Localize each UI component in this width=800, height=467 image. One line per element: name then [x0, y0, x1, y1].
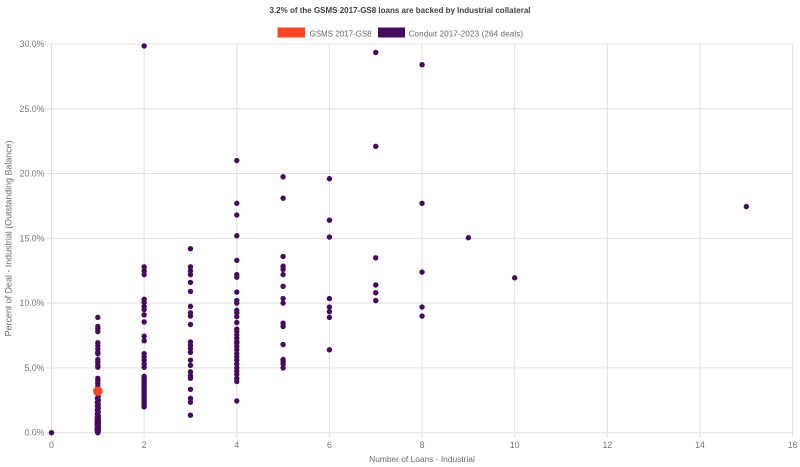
- svg-text:25.0%: 25.0%: [20, 104, 45, 114]
- svg-text:Number of Loans - Industrial: Number of Loans - Industrial: [369, 454, 475, 464]
- svg-text:Percent of Deal - Industrial (: Percent of Deal - Industrial (Outstandin…: [4, 140, 14, 336]
- svg-text:15.0%: 15.0%: [20, 233, 45, 243]
- svg-text:GSMS 2017-GS8: GSMS 2017-GS8: [310, 30, 373, 39]
- svg-text:5.0%: 5.0%: [24, 363, 44, 373]
- svg-text:4: 4: [234, 440, 239, 450]
- svg-text:30.0%: 30.0%: [20, 39, 45, 49]
- svg-text:20.0%: 20.0%: [20, 169, 45, 179]
- svg-text:Conduit 2017-2023 (264 deals): Conduit 2017-2023 (264 deals): [409, 30, 524, 39]
- svg-text:14: 14: [695, 440, 705, 450]
- svg-text:3.2% of the GSMS 2017-GS8 loan: 3.2% of the GSMS 2017-GS8 loans are back…: [270, 6, 531, 15]
- svg-text:6: 6: [327, 440, 332, 450]
- svg-text:16: 16: [788, 440, 798, 450]
- svg-text:0: 0: [49, 440, 54, 450]
- svg-text:10: 10: [510, 440, 520, 450]
- svg-text:12: 12: [602, 440, 612, 450]
- svg-text:8: 8: [420, 440, 425, 450]
- svg-text:0.0%: 0.0%: [24, 428, 44, 438]
- svg-text:2: 2: [142, 440, 147, 450]
- svg-text:10.0%: 10.0%: [20, 298, 45, 308]
